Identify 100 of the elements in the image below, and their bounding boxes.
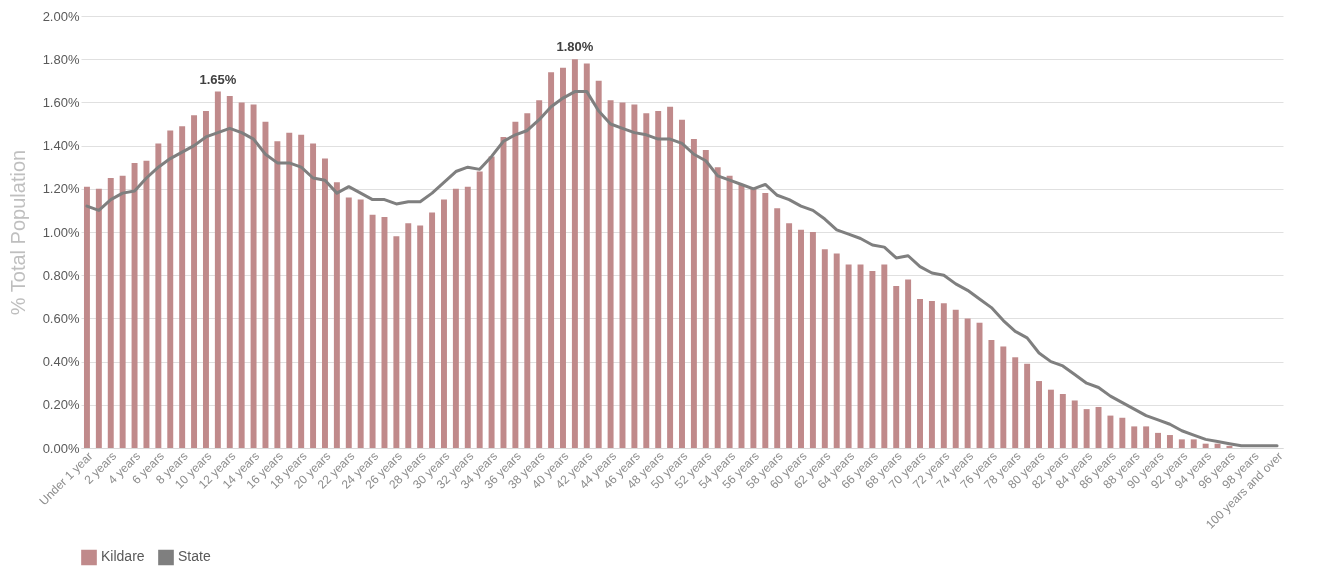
bar <box>1202 443 1209 448</box>
bar <box>809 232 816 448</box>
bar <box>1155 432 1162 448</box>
bar <box>191 115 198 448</box>
bar <box>905 279 912 448</box>
bar <box>298 134 305 448</box>
bar <box>821 249 828 448</box>
bar <box>667 106 674 448</box>
bar <box>1166 435 1173 448</box>
bar <box>1214 443 1221 448</box>
bar <box>357 199 364 448</box>
bar <box>595 80 602 448</box>
y-tick-label: 1.80% <box>42 51 80 67</box>
bar <box>107 178 114 448</box>
bar <box>226 95 233 448</box>
bar <box>333 182 340 448</box>
bar <box>607 100 614 448</box>
bar <box>369 214 376 448</box>
bar <box>750 188 757 448</box>
bar <box>405 223 412 448</box>
bar <box>917 298 923 448</box>
bar <box>1107 415 1114 448</box>
y-tick-label: 0.20% <box>42 397 80 413</box>
legend-label: Kildare <box>101 548 145 565</box>
bar <box>548 72 555 448</box>
bar <box>417 225 424 448</box>
bar <box>893 286 900 448</box>
bar <box>690 139 697 448</box>
bar <box>571 59 578 448</box>
y-axis-title: % Total Population <box>6 149 29 316</box>
bar <box>1226 445 1233 448</box>
legend-label: State <box>178 548 211 565</box>
bar <box>83 186 90 448</box>
bar <box>238 102 245 448</box>
bar <box>1012 357 1019 448</box>
bar <box>476 171 483 448</box>
bar <box>940 303 947 448</box>
bar <box>762 193 769 448</box>
bar <box>1024 363 1031 448</box>
y-tick-label: 0.80% <box>42 267 80 283</box>
bar <box>488 156 495 448</box>
bar <box>512 121 519 448</box>
bar <box>1190 439 1197 448</box>
bar <box>286 132 293 448</box>
bar <box>1131 426 1138 448</box>
y-tick-label: 2.00% <box>42 8 80 24</box>
bar <box>1143 426 1150 448</box>
bar <box>1178 439 1185 448</box>
bar <box>881 264 888 448</box>
bar <box>702 149 709 448</box>
y-tick-label: 1.20% <box>42 181 80 197</box>
bar <box>1071 400 1078 448</box>
bar <box>143 160 150 448</box>
bar <box>310 143 317 448</box>
bar <box>1059 394 1066 448</box>
bar <box>1036 381 1042 448</box>
bar <box>464 186 471 448</box>
bar <box>726 175 733 448</box>
bar <box>131 162 138 448</box>
bar <box>202 111 209 448</box>
bar <box>214 91 221 448</box>
bar <box>774 208 781 448</box>
y-tick-label: 1.60% <box>42 94 80 110</box>
bar <box>964 318 971 448</box>
bar <box>429 212 436 448</box>
bar <box>250 104 257 448</box>
bar <box>524 113 531 448</box>
bar <box>679 119 685 448</box>
bar <box>1083 409 1090 448</box>
bar <box>928 301 935 448</box>
bar <box>1119 417 1126 448</box>
y-tick-label: 0.40% <box>42 354 80 370</box>
bar <box>643 113 650 448</box>
bar <box>833 253 840 448</box>
data-label: 1.65% <box>199 71 237 87</box>
bar <box>786 223 793 448</box>
bar <box>1047 389 1054 448</box>
bar <box>452 188 459 448</box>
bar <box>345 197 352 448</box>
bar <box>988 340 995 448</box>
data-label: 1.80% <box>556 39 594 55</box>
bar <box>952 309 959 448</box>
bar <box>714 167 721 448</box>
y-tick-label: 1.40% <box>42 138 80 154</box>
bar <box>1000 346 1007 448</box>
bar <box>155 143 162 448</box>
bar <box>119 175 126 448</box>
y-tick-label: 1.00% <box>42 224 80 240</box>
bar <box>976 322 983 448</box>
bar <box>441 199 447 448</box>
bar <box>179 126 186 448</box>
bar <box>798 229 804 448</box>
bar <box>262 121 269 448</box>
bar <box>655 111 662 448</box>
bar <box>167 130 174 448</box>
y-tick-label: 0.00% <box>42 440 80 456</box>
bar <box>631 104 638 448</box>
bar <box>869 270 876 448</box>
line-series <box>85 90 1279 448</box>
bar <box>560 67 566 448</box>
